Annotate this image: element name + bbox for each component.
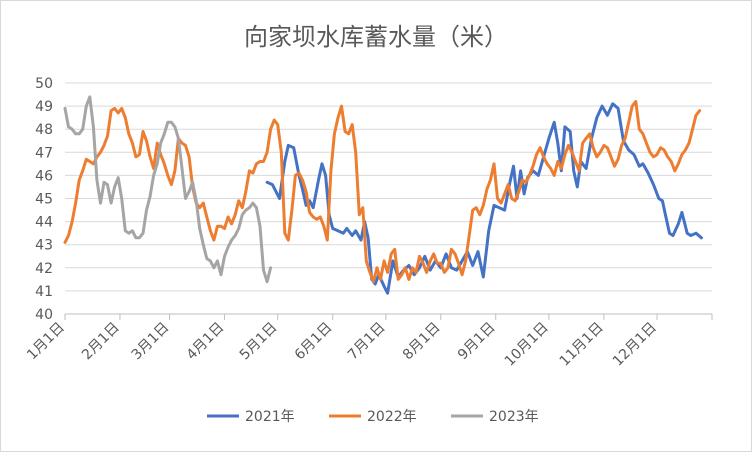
y-tick-label: 44: [35, 215, 53, 231]
legend-label: 2023年: [489, 409, 539, 425]
x-tick-label: 2月1日: [79, 320, 123, 364]
x-tick-label: 4月1日: [184, 320, 228, 364]
x-tick-label: 1月1日: [24, 320, 68, 364]
x-tick-label: 6月1日: [292, 320, 336, 364]
y-tick-label: 42: [35, 261, 53, 277]
x-tick-label: 10月1日: [502, 320, 552, 370]
y-tick-label: 40: [35, 307, 53, 323]
y-tick-label: 46: [35, 168, 53, 184]
series-line-2021年: [265, 102, 703, 295]
x-tick-label: 5月1日: [237, 320, 281, 364]
series-line-2022年: [63, 100, 702, 284]
y-tick-label: 50: [35, 76, 53, 92]
y-tick-label: 49: [35, 99, 53, 115]
x-tick-label: 8月1日: [400, 320, 444, 364]
y-tick-label: 48: [35, 122, 53, 138]
legend-label: 2021年: [245, 409, 295, 425]
x-tick-label: 11月1日: [557, 320, 607, 370]
x-tick-label: 7月1日: [345, 320, 389, 364]
chart-title: 向家坝水库蓄水量（米）: [244, 23, 508, 51]
y-tick-label: 47: [35, 145, 53, 161]
x-tick-label: 9月1日: [455, 320, 499, 364]
series-layer: [63, 95, 703, 295]
legend: 2021年 2022年 2023年: [207, 409, 539, 425]
y-tick-label: 41: [35, 284, 53, 300]
legend-label: 2022年: [367, 409, 417, 425]
series-line-2023年: [63, 95, 273, 284]
y-tick-label: 43: [35, 238, 53, 254]
x-tick-label: 12月1日: [610, 320, 660, 370]
y-tick-label: 45: [35, 192, 53, 208]
x-tick-label: 3月1日: [129, 320, 173, 364]
